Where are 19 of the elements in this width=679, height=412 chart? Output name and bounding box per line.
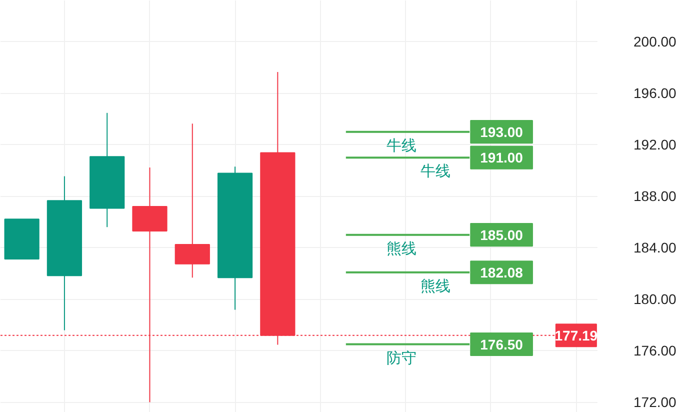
annotation: 牛线 — [420, 162, 450, 180]
ref-line-label: 193.00 — [480, 124, 524, 140]
y-tick-label: 184.00 — [634, 240, 677, 256]
y-tick-label: 188.00 — [634, 188, 677, 204]
ref-line-label: 182.08 — [480, 264, 524, 280]
y-tick-label: 200.00 — [634, 34, 677, 50]
annotation: 防守 — [386, 348, 416, 367]
annotation: 牛线 — [386, 136, 416, 154]
ref-line-label: 176.50 — [480, 336, 524, 352]
y-tick-label: 180.00 — [634, 291, 677, 308]
annotation: 熊线 — [386, 239, 416, 258]
y-tick-label: 192.00 — [634, 136, 677, 153]
y-tick-label: 176.00 — [634, 342, 677, 359]
ref-line-label: 191.00 — [480, 150, 524, 166]
y-tick-label: 172.00 — [634, 394, 677, 410]
annotation: 熊线 — [420, 276, 450, 295]
ref-line-label: 185.00 — [480, 226, 524, 243]
ref-line-label: 177.19 — [554, 327, 598, 344]
y-tick-label: 196.00 — [634, 85, 677, 102]
